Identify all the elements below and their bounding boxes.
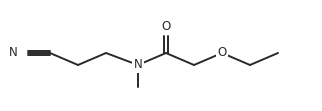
Text: N: N [134,58,142,71]
Text: N: N [9,47,18,59]
Text: O: O [217,47,227,59]
Text: O: O [161,20,171,33]
